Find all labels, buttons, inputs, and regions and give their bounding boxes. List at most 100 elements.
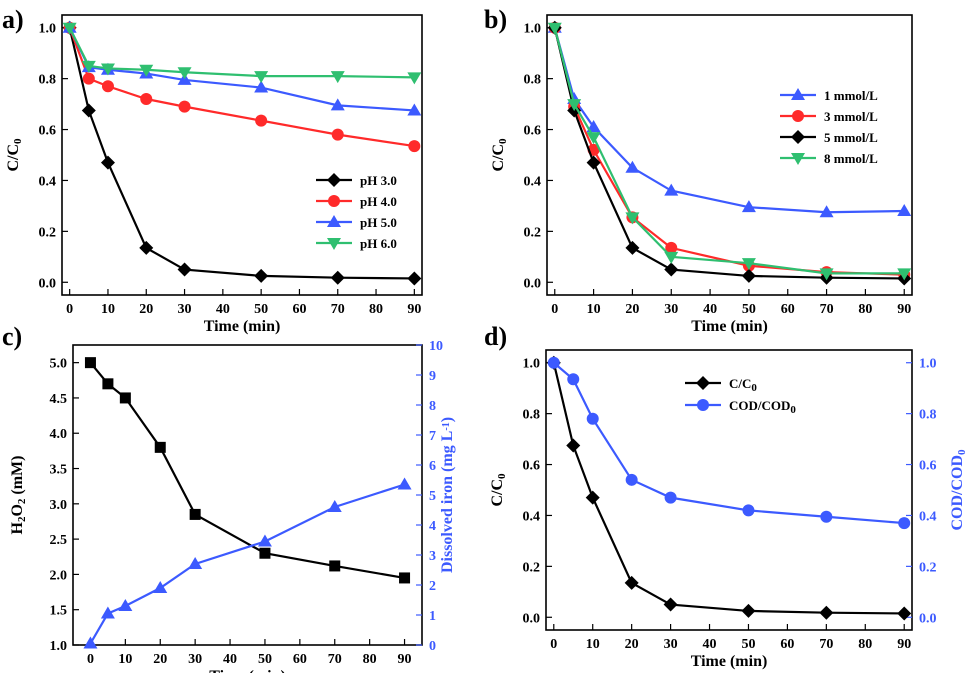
y-tick-label: 0.0 [39,276,57,291]
data-point [625,160,640,173]
series-line-2 [553,361,905,525]
y-tick-label: 0.4 [39,174,57,189]
y-tick-label: 5.0 [50,357,68,372]
series-line-3 [553,27,905,280]
y-tick-label: 2.0 [50,568,68,583]
legend-label: pH 4.0 [360,194,397,209]
data-point [178,100,191,113]
legend-label: pH 5.0 [360,215,397,230]
x-tick-label: 70 [328,652,342,667]
data-point [407,103,422,116]
data-point [330,71,345,84]
legend-marker [696,376,710,390]
data-point [742,504,755,517]
data-point [663,597,678,612]
x-tick-label: 50 [741,637,755,652]
data-point [153,581,168,593]
panel-letter: c) [2,322,22,351]
x-tick-label: 40 [703,637,717,652]
data-point [101,80,114,93]
data-point [254,80,269,93]
x-axis-label: Time (min) [209,668,286,673]
y-tick-label: 4.0 [50,427,68,442]
legend-label: 1 mmol/L [824,88,878,103]
data-point [625,240,640,255]
data-point [331,128,344,141]
series-line-2 [89,483,405,645]
x-tick-label: 80 [858,637,872,652]
x-tick-label: 60 [781,302,795,317]
data-point [100,63,115,76]
legend-marker [327,173,341,187]
legend-marker [791,153,805,165]
data-point [741,603,756,618]
data-point [255,114,268,127]
x-tick-label: 90 [897,637,911,652]
series-line-1 [552,362,905,615]
data-point [820,510,833,523]
y-tick-label: 0.8 [39,73,57,88]
x-tick-label: 20 [625,302,639,317]
y-tick-label: 0.6 [39,124,57,139]
y-tick-label: 0.2 [523,560,541,575]
data-point [547,22,562,35]
x-tick-label: 0 [66,302,73,317]
data-point [547,356,560,369]
y-right-tick-label: 0.0 [919,611,937,626]
series-line-1 [68,27,415,280]
x-tick-label: 20 [625,637,639,652]
x-tick-label: 60 [780,637,794,652]
y-right-tick-label: 1 [429,609,436,624]
data-point [625,473,638,486]
y-tick-label: 0.4 [523,509,541,524]
y-axis-label: C/C0 [5,138,24,172]
series-line-4 [553,27,905,275]
y-tick-label: 0.4 [524,174,542,189]
data-point [898,517,911,530]
data-point [566,438,581,453]
data-point [82,72,95,85]
y-tick-label: 0.2 [524,225,542,240]
x-axis-label: Time (min) [691,653,768,670]
x-tick-label: 70 [331,302,345,317]
data-point [177,67,192,80]
legend-marker [328,195,340,207]
legend-marker [791,88,805,100]
data-point [257,534,272,547]
series-line-1 [89,361,405,580]
y-right-axis-label: Dissolved iron (mg L-1) [439,417,456,573]
y-tick-label: 1.0 [523,357,541,372]
y-tick-label: 0.2 [39,225,57,240]
legend-label: C/C0 [729,376,757,394]
data-point [140,93,153,105]
legend-label: pH 6.0 [360,236,397,251]
y-tick-label: 0.6 [524,124,542,139]
x-tick-label: 10 [118,652,132,667]
y-tick-label: 3.0 [50,498,68,513]
y-right-tick-label: 9 [429,369,436,384]
data-point [664,262,679,277]
panel-letter: a) [2,5,24,34]
x-tick-label: 70 [819,637,833,652]
data-point [664,183,679,196]
y-tick-label: 0.6 [523,459,541,474]
plot-frame [546,14,913,296]
x-tick-label: 40 [223,652,237,667]
y-tick-label: 1.0 [39,22,57,37]
y-right-tick-label: 5 [429,489,436,504]
data-point [330,270,345,285]
y-tick-label: 4.5 [50,392,68,407]
data-point [665,241,678,254]
y-right-tick-label: 0.6 [919,459,937,474]
data-point [154,441,166,453]
data-point [102,378,114,390]
data-point [586,155,601,170]
x-tick-label: 70 [820,302,834,317]
data-point [664,251,679,264]
x-tick-label: 90 [897,302,911,317]
x-tick-label: 30 [188,652,202,667]
y-right-tick-label: 0.4 [919,509,937,524]
y-tick-label: 2.5 [50,533,68,548]
x-tick-label: 30 [178,302,192,317]
